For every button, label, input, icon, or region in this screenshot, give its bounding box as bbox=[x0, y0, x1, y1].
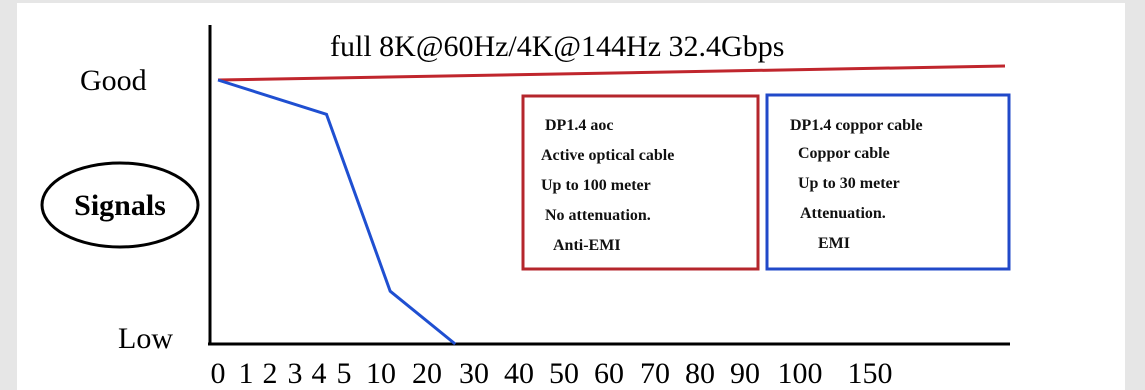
info-box-line: DP1.4 coppor cable bbox=[790, 117, 923, 134]
x-tick-label: 100 bbox=[778, 357, 823, 390]
x-tick-label: 60 bbox=[594, 357, 624, 390]
y-tick-low: Low bbox=[118, 322, 173, 355]
x-tick-label: 0 bbox=[211, 357, 226, 390]
aoc-signal-line bbox=[217, 64, 1006, 82]
x-tick-label: 50 bbox=[549, 357, 579, 390]
x-tick-label: 4 bbox=[312, 357, 327, 390]
y-tick-good: Good bbox=[80, 64, 147, 97]
x-tick-label: 30 bbox=[459, 357, 489, 390]
info-box-line: Up to 30 meter bbox=[798, 175, 900, 192]
info-box-line: Coppor cable bbox=[798, 145, 890, 162]
x-tick-label: 90 bbox=[730, 357, 760, 390]
copper-info-box bbox=[765, 93, 1011, 271]
chart-title: full 8K@60Hz/4K@144Hz 32.4Gbps bbox=[330, 30, 784, 63]
info-box-line: Active optical cable bbox=[541, 147, 674, 164]
x-tick-label: 10 bbox=[366, 357, 396, 390]
x-tick-label: 20 bbox=[412, 357, 442, 390]
info-box-line: DP1.4 aoc bbox=[545, 117, 613, 134]
x-tick-label: 150 bbox=[848, 357, 893, 390]
info-box-line: No attenuation. bbox=[545, 207, 651, 224]
ylabel-ellipse bbox=[40, 161, 200, 249]
info-box-line: Anti-EMI bbox=[553, 237, 621, 254]
x-tick-label: 3 bbox=[288, 357, 303, 390]
x-tick-label: 2 bbox=[263, 357, 278, 390]
x-tick-label: 40 bbox=[504, 357, 534, 390]
x-tick-label: 70 bbox=[640, 357, 670, 390]
info-box-line: Attenuation. bbox=[800, 205, 886, 222]
info-box-line: Up to 100 meter bbox=[541, 177, 651, 194]
copper-signal-line bbox=[217, 78, 457, 346]
x-tick-label: 5 bbox=[337, 357, 352, 390]
info-box-line: EMI bbox=[818, 235, 850, 252]
y-axis-label: Signals bbox=[74, 189, 166, 222]
x-tick-label: 1 bbox=[239, 357, 254, 390]
aoc-info-box bbox=[521, 94, 760, 271]
x-tick-label: 80 bbox=[685, 357, 715, 390]
